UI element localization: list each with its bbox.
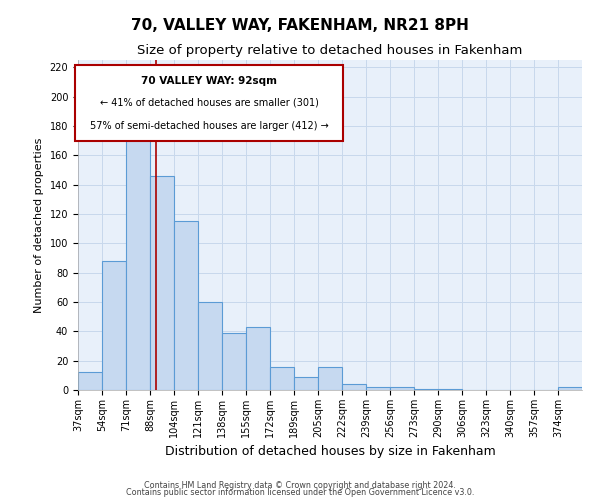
Bar: [390, 387, 414, 390]
X-axis label: Distribution of detached houses by size in Fakenham: Distribution of detached houses by size …: [164, 446, 496, 458]
Bar: [414, 388, 438, 390]
Y-axis label: Number of detached properties: Number of detached properties: [34, 138, 44, 312]
Bar: [174, 222, 198, 390]
Bar: [342, 384, 366, 390]
Title: Size of property relative to detached houses in Fakenham: Size of property relative to detached ho…: [137, 44, 523, 58]
FancyBboxPatch shape: [76, 65, 343, 141]
Bar: [270, 366, 294, 390]
Text: 70 VALLEY WAY: 92sqm: 70 VALLEY WAY: 92sqm: [141, 76, 277, 86]
Bar: [366, 387, 390, 390]
Text: Contains public sector information licensed under the Open Government Licence v3: Contains public sector information licen…: [126, 488, 474, 497]
Text: 57% of semi-detached houses are larger (412) →: 57% of semi-detached houses are larger (…: [89, 121, 328, 131]
Bar: [102, 261, 126, 390]
Bar: [246, 327, 270, 390]
Bar: [150, 176, 174, 390]
Bar: [222, 333, 246, 390]
Text: Contains HM Land Registry data © Crown copyright and database right 2024.: Contains HM Land Registry data © Crown c…: [144, 480, 456, 490]
Bar: [318, 366, 342, 390]
Bar: [78, 372, 102, 390]
Bar: [438, 388, 462, 390]
Text: ← 41% of detached houses are smaller (301): ← 41% of detached houses are smaller (30…: [100, 98, 319, 108]
Text: 70, VALLEY WAY, FAKENHAM, NR21 8PH: 70, VALLEY WAY, FAKENHAM, NR21 8PH: [131, 18, 469, 32]
Bar: [294, 377, 318, 390]
Bar: [558, 387, 582, 390]
Bar: [198, 302, 222, 390]
Bar: [126, 128, 150, 390]
